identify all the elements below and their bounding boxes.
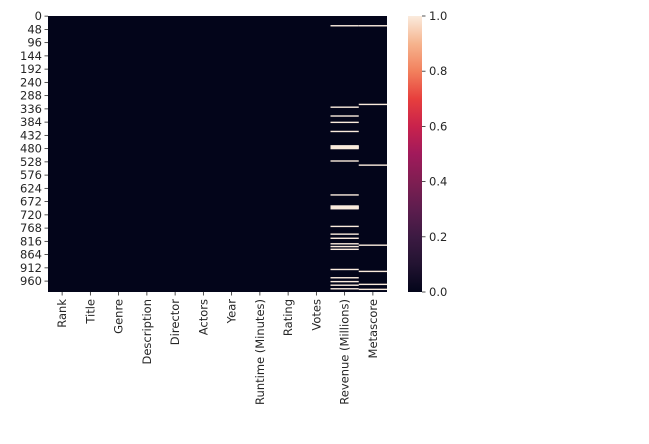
y-tick-label: 528 bbox=[20, 155, 42, 169]
colorbar: 0.0 0.2 0.4 0.6 0.8 1.0 bbox=[408, 9, 447, 299]
missing-cell bbox=[330, 233, 359, 235]
missing-cell bbox=[330, 225, 359, 228]
missing-cell bbox=[358, 288, 387, 291]
missing-cell bbox=[358, 270, 387, 273]
missing-cell bbox=[330, 237, 359, 239]
missing-cell bbox=[330, 245, 359, 248]
missing-cell bbox=[330, 208, 359, 210]
colorbar-tick-label: 0.0 bbox=[429, 285, 447, 299]
missing-cell bbox=[330, 115, 359, 117]
y-tick-label: 48 bbox=[27, 22, 42, 36]
x-tick-label: Metascore bbox=[366, 299, 380, 358]
y-tick-label: 624 bbox=[20, 181, 42, 195]
missing-cell bbox=[330, 243, 359, 245]
x-tick-label: Actors bbox=[196, 299, 210, 335]
x-tick-label: Revenue (Millions) bbox=[338, 299, 352, 405]
y-tick-label: 336 bbox=[20, 102, 42, 116]
y-tick-label: 384 bbox=[20, 115, 42, 129]
missing-cell bbox=[330, 268, 359, 271]
x-tick-label: Title bbox=[83, 299, 97, 325]
colorbar-tick-label: 0.8 bbox=[429, 64, 447, 78]
y-tick-label: 144 bbox=[20, 49, 42, 63]
missing-cell bbox=[330, 25, 359, 27]
heatmap-grid bbox=[48, 16, 387, 292]
colorbar-tick-label: 0.6 bbox=[429, 119, 447, 133]
missing-cell bbox=[358, 283, 387, 286]
x-tick-label: Description bbox=[140, 299, 154, 365]
x-tick-label: Year bbox=[225, 299, 239, 325]
missing-cell bbox=[330, 147, 359, 150]
y-tick-label: 0 bbox=[35, 9, 42, 23]
y-tick-label: 864 bbox=[20, 248, 42, 262]
colorbar-gradient bbox=[408, 16, 422, 292]
x-axis: Rank Title Genre Description Director Actors Y… bbox=[55, 292, 380, 405]
y-tick-label: 912 bbox=[20, 261, 42, 275]
colorbar-tick-label: 1.0 bbox=[429, 9, 447, 23]
missing-cell bbox=[358, 103, 387, 106]
y-tick-label: 720 bbox=[20, 208, 42, 222]
missing-cell bbox=[358, 25, 387, 27]
y-tick-label: 816 bbox=[20, 234, 42, 248]
missing-cell bbox=[330, 194, 359, 196]
y-tick-label: 240 bbox=[20, 75, 42, 89]
y-tick-label: 288 bbox=[20, 89, 42, 103]
missing-cell bbox=[330, 130, 359, 133]
x-tick-label: Director bbox=[168, 299, 182, 345]
y-tick-label: 96 bbox=[27, 36, 42, 50]
x-tick-label: Rating bbox=[281, 299, 295, 336]
missing-cell bbox=[330, 284, 359, 286]
missing-cell bbox=[330, 280, 359, 283]
y-tick-label: 960 bbox=[20, 274, 42, 288]
y-tick-label: 192 bbox=[20, 62, 42, 76]
missing-cell bbox=[330, 277, 359, 279]
heatmap-background bbox=[48, 16, 387, 292]
x-tick-label: Genre bbox=[112, 299, 126, 334]
colorbar-tick-label: 0.2 bbox=[429, 230, 447, 244]
x-tick-label: Votes bbox=[309, 299, 323, 331]
missing-cell bbox=[330, 248, 359, 251]
y-tick-label: 768 bbox=[20, 221, 42, 235]
missing-cell bbox=[330, 106, 359, 108]
missing-cell bbox=[358, 244, 387, 246]
missing-cell bbox=[330, 121, 359, 124]
y-tick-label: 432 bbox=[20, 128, 42, 142]
x-tick-label: Rank bbox=[55, 299, 69, 328]
y-tick-label: 576 bbox=[20, 168, 42, 182]
y-axis: 0489614419224028833638443248052857662467… bbox=[20, 9, 48, 288]
x-tick-label: Runtime (Minutes) bbox=[253, 299, 267, 405]
colorbar-tick-label: 0.4 bbox=[429, 175, 447, 189]
missing-cell bbox=[330, 288, 359, 290]
y-tick-label: 480 bbox=[20, 142, 42, 156]
missing-cell bbox=[330, 160, 359, 162]
y-tick-label: 672 bbox=[20, 195, 42, 209]
missing-cell bbox=[358, 164, 387, 166]
